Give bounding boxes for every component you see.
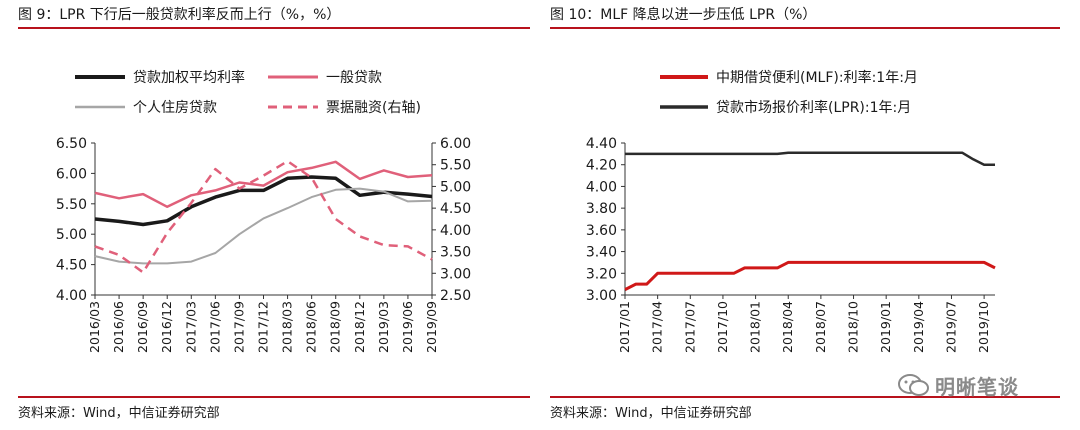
left-figure-panel: 图 9：LPR 下行后一般贷款利率反而上行（%，%） 4.00 4.50 5.00 5…: [18, 7, 530, 421]
legend-label: 一般贷款: [326, 70, 382, 86]
x-tick-label: 2019/03: [376, 301, 391, 353]
x-tick-label: 2017/12: [256, 301, 271, 353]
left-y-tick-label: 5.00: [56, 227, 87, 243]
x-tick-label: 2017/06: [207, 301, 222, 353]
y-tick-label: 3.80: [586, 201, 617, 217]
x-tick-label: 2017/01: [617, 301, 632, 353]
x-tick-label: 2016/03: [87, 301, 102, 353]
x-tick-label: 2018/04: [780, 301, 795, 353]
series-line-2: [94, 160, 433, 209]
right-y-tick-label: 5.50: [440, 158, 471, 174]
x-tick-label: 2018/06: [304, 301, 319, 353]
x-tick-label: 2019/10: [976, 301, 991, 353]
x-tick-label: 2017/04: [650, 301, 665, 353]
series-line-1: [624, 260, 996, 291]
x-tick-label: 2018/10: [846, 301, 861, 353]
x-tick-label: 2017/07: [682, 301, 697, 353]
x-tick-label: 2016/06: [111, 301, 126, 353]
x-tick-label: 2019/01: [878, 301, 893, 353]
series-line-4: [94, 159, 433, 274]
left-source-rule: [18, 396, 530, 398]
wechat-icon: [898, 374, 929, 396]
right-y-tick-label: 3.50: [440, 245, 471, 261]
right-source-rule: [550, 396, 1060, 398]
left-y-tick-label: 5.50: [56, 197, 87, 213]
legend-label: 贷款市场报价利率(LPR):1年:月: [716, 99, 911, 116]
x-tick-label: 2017/10: [715, 301, 730, 353]
right-y-tick-label: 2.50: [440, 288, 471, 304]
right-y-tick-label: 3.00: [440, 266, 471, 282]
x-tick-label: 2019/07: [943, 301, 958, 353]
right-figure-panel: 图 10：MLF 降息以进一步压低 LPR（%） 3.00 3.20 3.40 3.6…: [540, 0, 1080, 430]
left-y-tick-label: 4.00: [56, 288, 87, 304]
y-tick-label: 3.00: [586, 288, 617, 304]
left-source-note: 资料来源：Wind，中信证券研究部: [18, 406, 220, 421]
right-figure-title: 图 10：MLF 降息以进一步压低 LPR（%）: [550, 7, 817, 23]
watermark-text: 明晰笔谈: [935, 374, 1019, 399]
right-title-rule: [550, 27, 1060, 29]
x-tick-label: 2017/03: [183, 301, 198, 353]
left-figure-title: 图 9：LPR 下行后一般贷款利率反而上行（%，%）: [18, 7, 341, 23]
right-y-tick-label: 5.00: [440, 179, 471, 195]
left-line-chart: 4.00 4.50 5.00 5.50 6.00 6.50 2.50 3.00 3.50 4.00…: [56, 69, 471, 353]
y-tick-label: 3.60: [586, 223, 617, 239]
left-y-tick-label: 6.00: [56, 166, 87, 182]
left-title-rule: [18, 27, 530, 29]
x-tick-label: 2019/06: [400, 301, 415, 353]
x-tick-label: 2017/09: [231, 301, 246, 353]
legend-label: 个人住房贷款: [133, 100, 217, 116]
series-line-2: [625, 151, 995, 166]
x-tick-label: 2018/07: [813, 301, 828, 353]
x-tick-label: 2018/03: [280, 301, 295, 353]
x-tick-label: 2018/01: [748, 301, 763, 353]
series-line-3: [94, 187, 433, 265]
right-source-note: 资料来源：Wind，中信证券研究部: [550, 406, 752, 421]
y-tick-label: 4.20: [586, 158, 617, 174]
y-tick-label: 3.20: [586, 266, 617, 282]
legend-label: 贷款加权平均利率: [133, 69, 245, 86]
watermark: 明晰笔谈: [897, 370, 1019, 400]
x-tick-label: 2016/09: [135, 301, 150, 353]
y-tick-label: 4.40: [586, 136, 617, 152]
x-tick-label: 2019/04: [911, 301, 926, 353]
y-tick-label: 4.00: [586, 179, 617, 195]
x-tick-label: 2016/12: [159, 301, 174, 353]
left-y-tick-label: 6.50: [56, 136, 87, 152]
x-tick-label: 2018/12: [352, 301, 367, 353]
x-tick-label: 2019/09: [424, 301, 439, 353]
right-y-tick-label: 6.00: [440, 136, 471, 152]
series-line-1: [94, 175, 433, 227]
x-tick-label: 2018/09: [328, 301, 343, 353]
right-y-tick-label: 4.50: [440, 201, 471, 217]
legend-label: 中期借贷便利(MLF):利率:1年:月: [716, 69, 918, 86]
left-y-tick-label: 4.50: [56, 258, 87, 274]
right-line-chart: 3.00 3.20 3.40 3.60 3.80 4.00 4.20 4.40 2017/01 2…: [586, 69, 996, 353]
y-tick-label: 3.40: [586, 245, 617, 261]
legend-label: 票据融资(右轴): [326, 100, 421, 116]
right-y-tick-label: 4.00: [440, 223, 471, 239]
